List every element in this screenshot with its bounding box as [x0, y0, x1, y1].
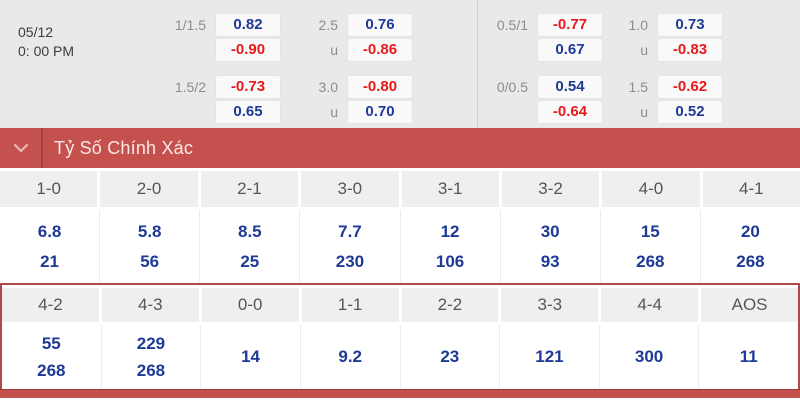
score-header-cell: 0-0 — [201, 288, 299, 322]
odds-value[interactable]: -0.77 — [538, 14, 602, 36]
handicap-odds-group-right: 0.5/1 -0.77 0.67 0/0.5 0.54 -0.64 — [460, 0, 602, 128]
score-header-cell: 3-1 — [401, 171, 499, 207]
score-odds-cell[interactable]: 55 268 — [2, 325, 102, 389]
score-odds-cell[interactable]: 300 — [600, 325, 700, 389]
score-header-cell: 4-0 — [602, 171, 700, 207]
odds-value[interactable]: -0.86 — [348, 39, 412, 61]
score-header-cell: 4-3 — [101, 288, 199, 322]
odds-line-label: 1.5 — [628, 79, 648, 95]
score-odds-cell[interactable]: 15 268 — [601, 210, 701, 283]
score-odds-cell[interactable]: 20 268 — [736, 221, 765, 271]
odds-sub-label — [460, 39, 528, 61]
score-odds-cell[interactable]: 14 — [201, 325, 301, 389]
next-section-bar[interactable] — [0, 389, 800, 398]
odds-under-label: u — [330, 42, 338, 58]
score-odds-cell[interactable]: 12 106 — [401, 210, 501, 283]
score-header-cell: 4-4 — [601, 288, 699, 322]
odds-value[interactable]: -0.83 — [658, 39, 722, 61]
score-header-cell: AOS — [701, 288, 798, 322]
score-header-cell: 2-0 — [100, 171, 198, 207]
header-divider — [41, 128, 43, 168]
score-odds-cell[interactable]: 121 — [500, 325, 600, 389]
odds-value[interactable]: -0.73 — [216, 76, 280, 98]
odds-value[interactable]: 0.70 — [348, 101, 412, 123]
odds-under-label: u — [640, 104, 648, 120]
total-odds-group-right: 1.0 0.73 u -0.83 1.5 -0.62 u 0.52 — [610, 0, 722, 128]
score-header-cell: 1-0 — [0, 171, 98, 207]
match-date: 05/12 — [18, 24, 54, 40]
odds-line-label: 0/0.5 — [496, 79, 528, 95]
odds-line-label: 1/1.5 — [174, 17, 206, 33]
odds-line-label: 1.5/2 — [174, 79, 206, 95]
score-header-cell: 3-2 — [501, 171, 600, 207]
odds-value[interactable]: 0.52 — [658, 101, 722, 123]
odds-line-label: 0.5/1 — [496, 17, 528, 33]
odds-value[interactable]: -0.62 — [658, 76, 722, 98]
odds-line-label: 3.0 — [318, 79, 338, 95]
score-odds-cell[interactable]: 30 93 — [501, 210, 601, 283]
score-odds-cell[interactable]: 7.7 230 — [300, 210, 401, 283]
odds-sub-label — [138, 39, 206, 61]
score-values-row: 6.8 21 5.8 56 8.5 25 7.7 230 12 106 30 9… — [0, 210, 800, 283]
score-odds-cell[interactable]: 11 — [739, 347, 758, 366]
score-odds-cell[interactable]: 6.8 21 — [0, 210, 101, 283]
score-odds-cell[interactable]: 8.5 25 — [200, 210, 301, 283]
match-odds-panel: 05/12 0: 00 PM 1/1.5 0.82 -0.90 1.5/2 -0… — [0, 0, 800, 128]
score-odds-cell[interactable]: 23 — [401, 325, 501, 389]
odds-value[interactable]: -0.80 — [348, 76, 412, 98]
score-odds-cell[interactable]: 9.2 — [301, 325, 401, 389]
odds-under-label: u — [330, 104, 338, 120]
odds-sub-label — [460, 101, 528, 123]
odds-value[interactable]: -0.64 — [538, 101, 602, 123]
total-odds-group-left: 2.5 0.76 u -0.86 3.0 -0.80 u 0.70 — [300, 0, 412, 128]
section-title: Tỷ Số Chính Xác — [54, 137, 194, 158]
score-odds-cell[interactable]: 229 268 — [102, 325, 202, 389]
chevron-down-icon[interactable] — [0, 128, 41, 168]
odds-value[interactable]: 0.65 — [216, 101, 280, 123]
handicap-odds-group-left: 1/1.5 0.82 -0.90 1.5/2 -0.73 0.65 — [138, 0, 280, 128]
odds-line-label: 2.5 — [318, 17, 338, 33]
score-header-row: 4-2 4-3 0-0 1-1 2-2 3-3 4-4 AOS — [2, 285, 798, 325]
score-header-cell: 2-1 — [200, 171, 299, 207]
score-values-row: 55 268 229 268 14 9.2 23 121 300 — [2, 325, 798, 389]
score-header-cell: 3-3 — [501, 288, 599, 322]
odds-value[interactable]: 0.76 — [348, 14, 412, 36]
odds-sub-label — [138, 101, 206, 123]
odds-value[interactable]: 0.82 — [216, 14, 280, 36]
score-header-cell: 2-2 — [401, 288, 499, 322]
score-header-cell: 4-2 — [2, 288, 99, 322]
odds-under-label: u — [640, 42, 648, 58]
match-datetime: 05/12 0: 00 PM — [18, 23, 74, 61]
score-odds-cell[interactable]: 5.8 56 — [100, 210, 201, 283]
score-header-row: 1-0 2-0 2-1 3-0 3-1 3-2 4-0 4-1 — [0, 168, 800, 210]
odds-value[interactable]: 0.67 — [538, 39, 602, 61]
odds-line-label: 1.0 — [628, 17, 648, 33]
odds-value[interactable]: -0.90 — [216, 39, 280, 61]
correct-score-table-upper: 1-0 2-0 2-1 3-0 3-1 3-2 4-0 4-1 6.8 21 5… — [0, 168, 800, 285]
score-header-cell: 4-1 — [702, 171, 800, 207]
score-header-cell: 1-1 — [301, 288, 399, 322]
match-time: 0: 00 PM — [18, 43, 75, 59]
score-header-cell: 3-0 — [301, 171, 399, 207]
odds-value[interactable]: 0.54 — [538, 76, 602, 98]
correct-score-section-header[interactable]: Tỷ Số Chính Xác — [0, 128, 800, 168]
odds-value[interactable]: 0.73 — [658, 14, 722, 36]
correct-score-table-lower: 4-2 4-3 0-0 1-1 2-2 3-3 4-4 AOS 55 268 2… — [0, 285, 800, 389]
odds-panel-divider — [477, 0, 478, 128]
